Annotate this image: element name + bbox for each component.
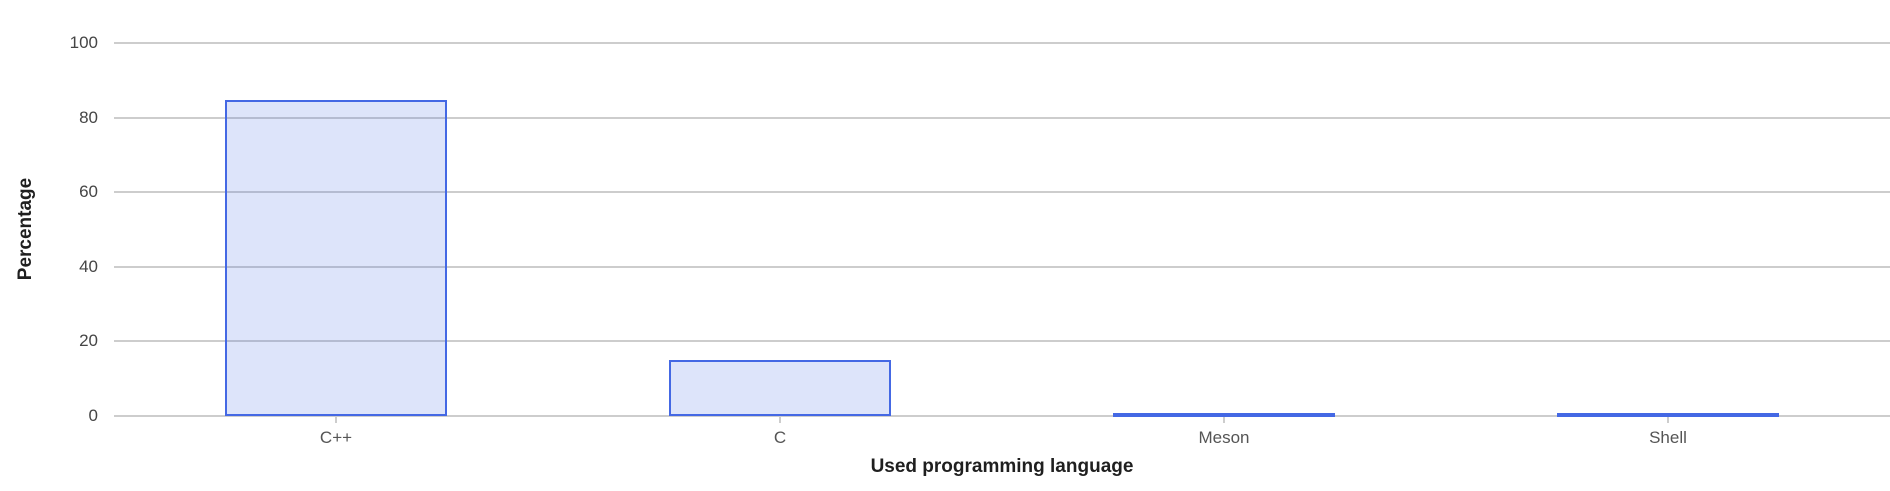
y-tick-label: 40 bbox=[79, 256, 98, 276]
bar[interactable] bbox=[225, 99, 447, 417]
x-tick-label: C bbox=[773, 427, 787, 447]
bar[interactable] bbox=[1557, 413, 1779, 417]
gridline bbox=[114, 340, 1890, 342]
x-tick bbox=[335, 415, 337, 423]
x-tick-label: Meson bbox=[1198, 427, 1250, 447]
y-tick-label: 20 bbox=[79, 331, 98, 350]
y-tick-label: 100 bbox=[69, 33, 98, 52]
y-tick-label: 80 bbox=[79, 107, 98, 127]
x-tick bbox=[779, 415, 781, 423]
x-tick bbox=[1667, 415, 1669, 423]
gridline bbox=[114, 265, 1890, 268]
x-tick bbox=[1223, 415, 1225, 423]
gridline bbox=[114, 414, 1890, 417]
gridline bbox=[114, 42, 1890, 44]
y-tick-label: 0 bbox=[88, 405, 98, 425]
bar[interactable] bbox=[1113, 412, 1335, 417]
bar[interactable] bbox=[669, 359, 891, 417]
x-axis-title: Used programming language bbox=[870, 456, 1134, 477]
x-tick-label: C++ bbox=[319, 427, 353, 447]
y-tick-label: 60 bbox=[79, 182, 98, 201]
gridline bbox=[114, 116, 1890, 119]
gridline bbox=[114, 191, 1890, 193]
x-tick-label: Shell bbox=[1649, 427, 1687, 447]
